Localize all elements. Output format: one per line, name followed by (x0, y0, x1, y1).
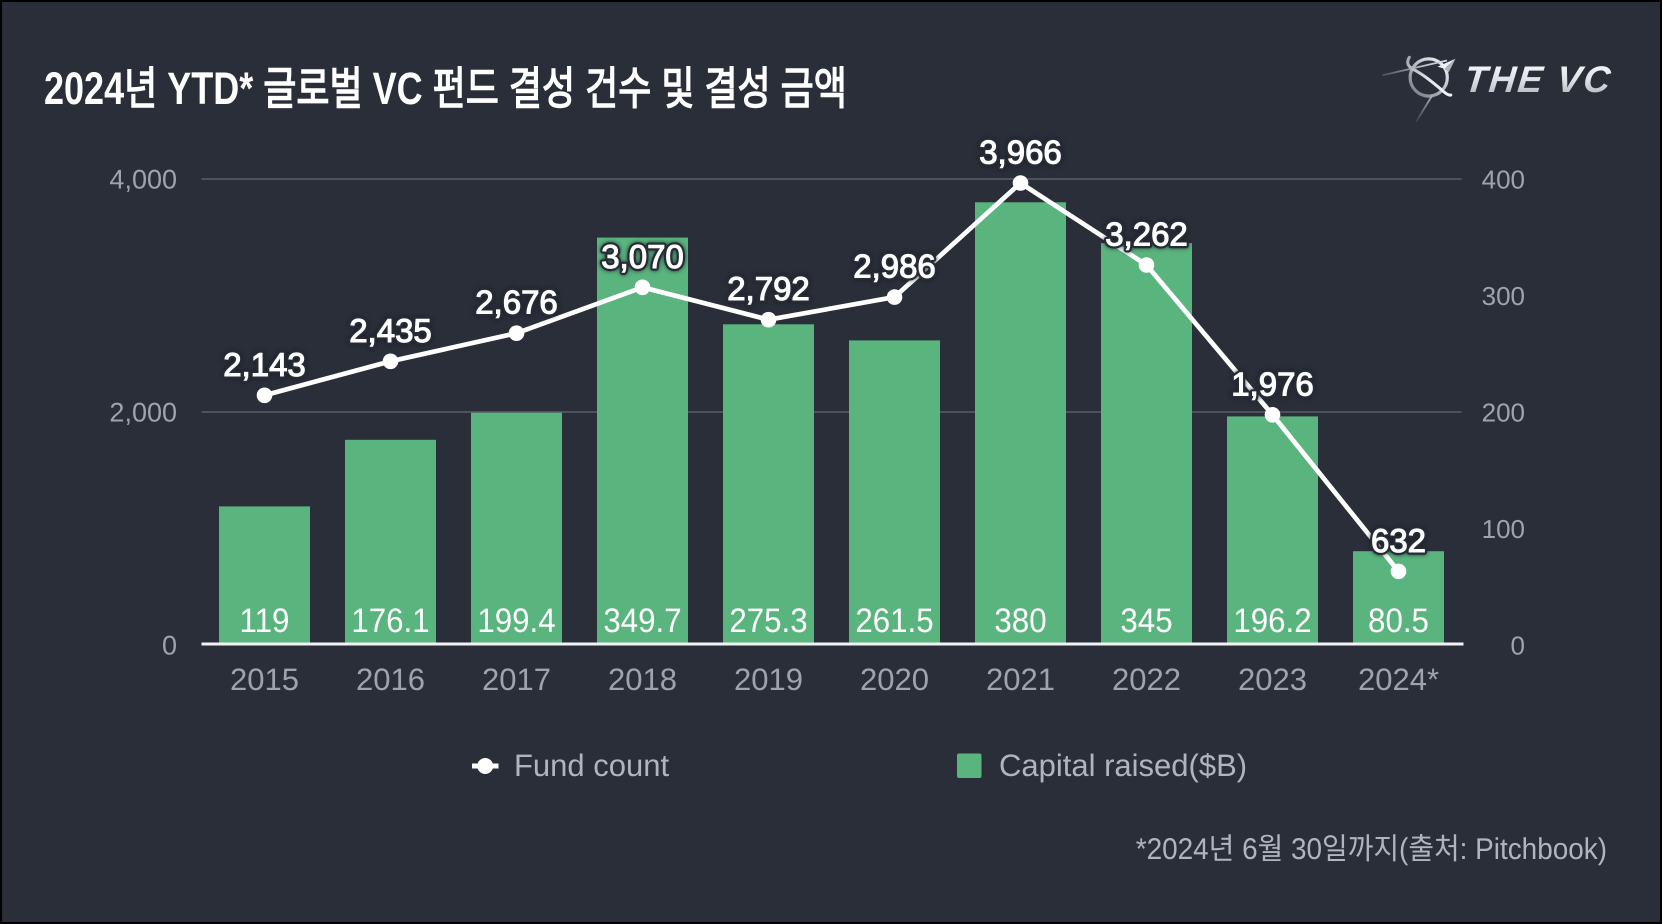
svg-text:3,966: 3,966 (979, 134, 1062, 171)
svg-text:2,435: 2,435 (349, 312, 432, 349)
svg-text:2017: 2017 (482, 662, 551, 697)
svg-text:3,262: 3,262 (1105, 216, 1188, 253)
svg-text:380: 380 (994, 602, 1046, 640)
svg-text:4,000: 4,000 (109, 165, 177, 195)
svg-text:119: 119 (240, 602, 290, 640)
svg-text:300: 300 (1482, 281, 1525, 311)
svg-text:2,000: 2,000 (109, 398, 177, 428)
svg-text:3,070: 3,070 (601, 238, 684, 275)
svg-text:2,676: 2,676 (475, 284, 558, 321)
svg-text:2,792: 2,792 (727, 270, 810, 307)
svg-text:2024*: 2024* (1358, 662, 1439, 697)
svg-text:2,143: 2,143 (223, 346, 306, 383)
svg-text:2015: 2015 (230, 662, 299, 697)
svg-text:632: 632 (1371, 522, 1426, 559)
svg-text:3,070: 3,070 (601, 238, 684, 275)
svg-text:2,435: 2,435 (349, 312, 432, 349)
svg-text:632: 632 (1371, 522, 1426, 559)
svg-text:2,986: 2,986 (853, 248, 936, 285)
svg-text:2023: 2023 (1238, 662, 1307, 697)
svg-text:2,676: 2,676 (475, 284, 558, 321)
svg-text:2016: 2016 (356, 662, 425, 697)
svg-text:0: 0 (1511, 631, 1525, 661)
svg-text:275.3: 275.3 (729, 602, 807, 640)
svg-text:1,976: 1,976 (1231, 365, 1314, 402)
svg-text:2021: 2021 (986, 662, 1055, 697)
svg-text:349.7: 349.7 (603, 602, 681, 640)
svg-text:199.4: 199.4 (477, 602, 555, 640)
svg-text:Capital raised($B): Capital raised($B) (999, 748, 1247, 783)
svg-text:345: 345 (1120, 602, 1172, 640)
svg-text:2,143: 2,143 (223, 346, 306, 383)
svg-text:2019: 2019 (734, 662, 803, 697)
svg-text:261.5: 261.5 (855, 602, 933, 640)
svg-text:2022: 2022 (1112, 662, 1181, 697)
svg-text:1,976: 1,976 (1231, 365, 1314, 402)
svg-text:THE VC: THE VC (1462, 59, 1614, 100)
svg-text:80.5: 80.5 (1368, 602, 1429, 640)
svg-text:400: 400 (1482, 165, 1525, 195)
svg-text:2,792: 2,792 (727, 270, 810, 307)
svg-text:*2024년 6월 30일까지(출처: Pitchbook): *2024년 6월 30일까지(출처: Pitchbook) (1136, 833, 1607, 866)
svg-text:0: 0 (162, 631, 177, 661)
svg-text:200: 200 (1482, 398, 1525, 428)
svg-text:196.2: 196.2 (1233, 602, 1311, 640)
svg-text:100: 100 (1482, 514, 1525, 544)
svg-text:Fund count: Fund count (514, 748, 669, 783)
svg-text:2020: 2020 (860, 662, 929, 697)
svg-text:2,986: 2,986 (853, 248, 936, 285)
svg-text:3,966: 3,966 (979, 134, 1062, 171)
svg-text:2018: 2018 (608, 662, 677, 697)
svg-text:176.1: 176.1 (351, 602, 429, 640)
svg-text:3,262: 3,262 (1105, 216, 1188, 253)
